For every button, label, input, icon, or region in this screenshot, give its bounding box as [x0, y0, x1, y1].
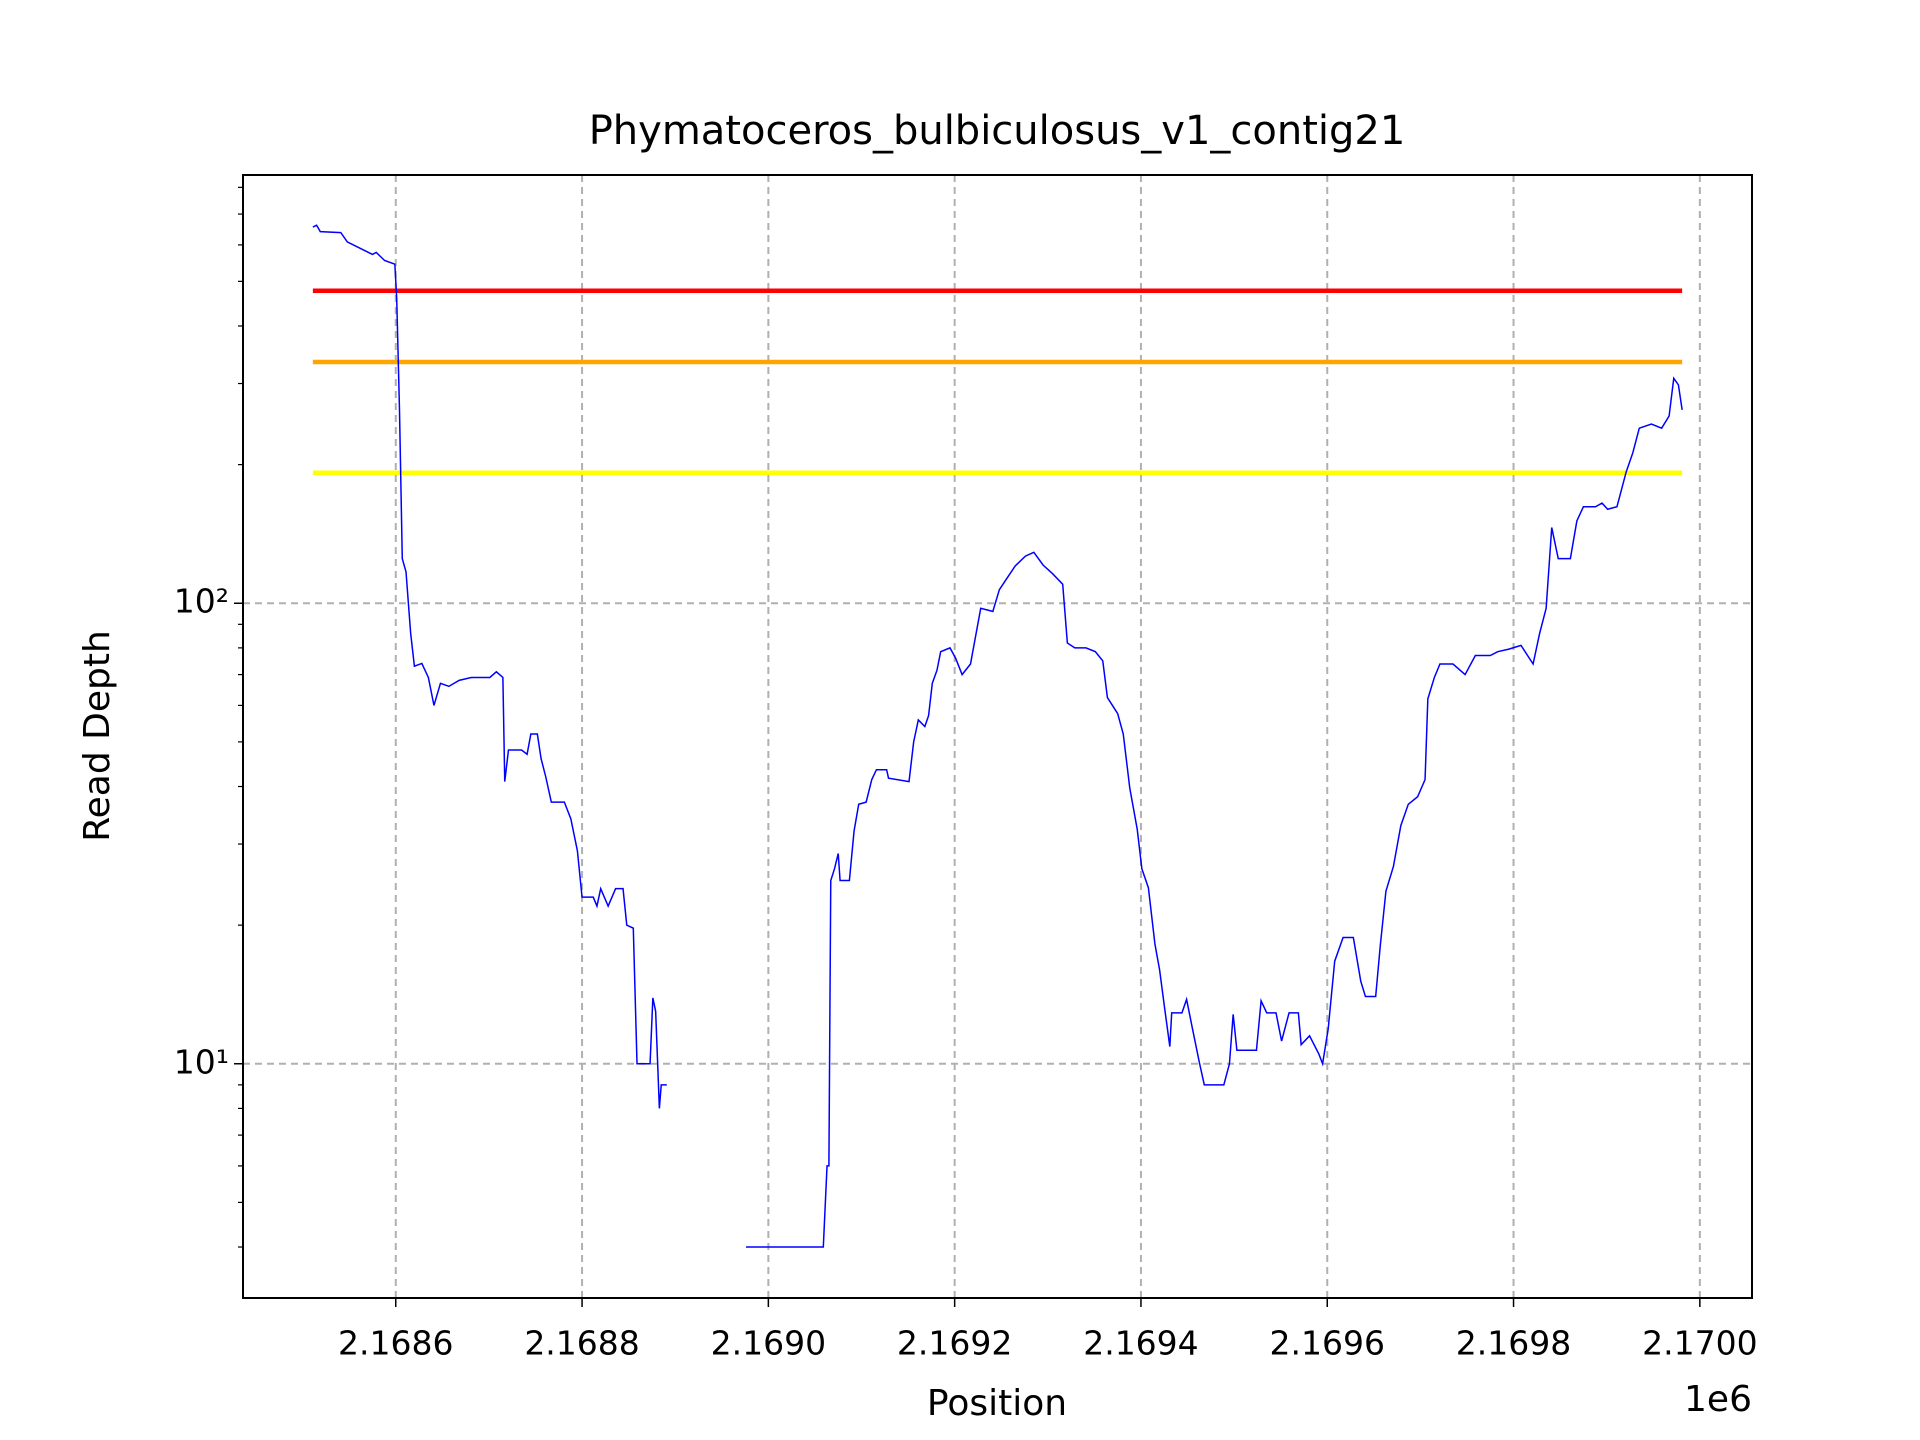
x-tick-label: 2.1692 [897, 1324, 1012, 1363]
x-tick-label: 2.1694 [1083, 1324, 1198, 1363]
data-line [312, 224, 1683, 1248]
x-tick-label: 2.1688 [524, 1324, 639, 1363]
x-tick-label: 2.1700 [1642, 1324, 1757, 1363]
x-tick-label: 2.1686 [338, 1324, 453, 1363]
x-axis-label: Position [927, 1383, 1067, 1424]
x-tick-label: 2.1698 [1456, 1324, 1571, 1363]
y-tick-label: 10¹ [174, 1042, 229, 1081]
x-offset-label: 1e6 [1684, 1379, 1752, 1420]
chart-title: Phymatoceros_bulbiculosus_v1_contig21 [589, 108, 1406, 154]
plot-frame [242, 174, 1753, 1299]
x-tick-label: 2.1696 [1270, 1324, 1385, 1363]
y-axis-label: Read Depth [77, 630, 118, 842]
x-tick-label: 2.1690 [711, 1324, 826, 1363]
y-tick-label: 10² [174, 582, 229, 621]
